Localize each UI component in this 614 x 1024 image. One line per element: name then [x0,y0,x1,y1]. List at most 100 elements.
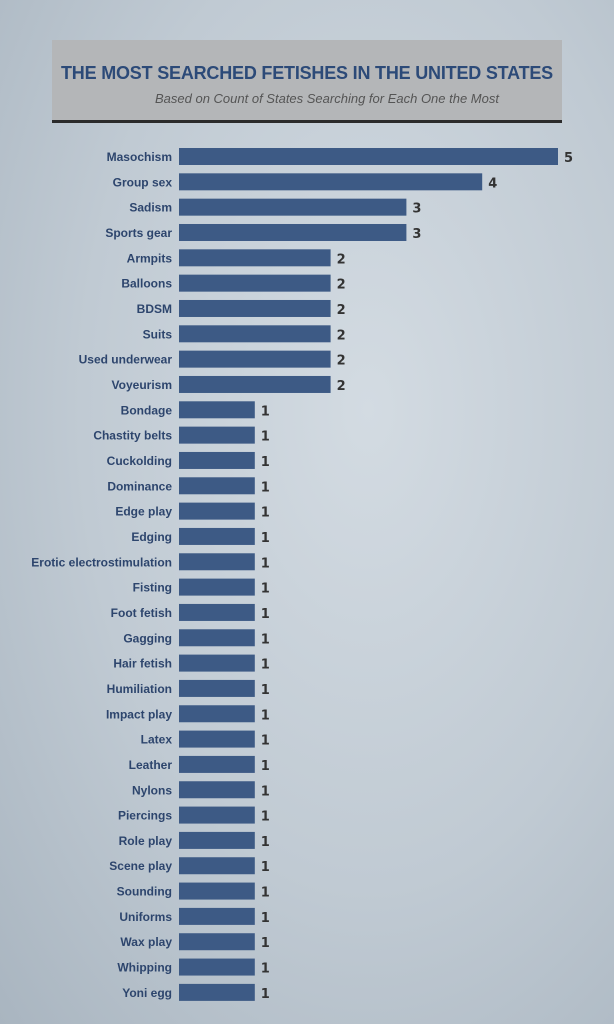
value-label: 3 [412,227,421,242]
category-label: Role play [119,834,173,848]
category-label: Nylons [132,783,172,797]
value-label: 1 [261,886,270,901]
value-label: 1 [261,480,270,495]
category-label: Uniforms [119,910,172,924]
value-label: 2 [337,252,346,267]
category-label: Balloons [121,277,172,291]
bar [179,705,255,723]
category-label: Piercings [118,809,172,823]
bar [179,857,255,875]
bar [179,882,255,900]
bar [179,933,255,951]
value-label: 3 [412,202,421,217]
bar [179,274,331,292]
category-label: Chastity belts [93,429,172,443]
value-label: 1 [261,430,270,445]
value-label: 1 [261,632,270,647]
value-label: 2 [337,328,346,343]
category-label: Gagging [123,631,172,645]
bar [179,983,255,1001]
bar [179,806,255,824]
bar [179,451,255,469]
value-label: 4 [488,176,497,191]
value-label: 1 [261,455,270,470]
title-banner [52,40,562,120]
bar [179,223,407,241]
value-label: 1 [261,835,270,850]
category-label: Erotic electrostimulation [31,555,172,569]
value-label: 1 [261,607,270,622]
category-label: Sports gear [105,226,172,240]
category-label: Dominance [107,479,172,493]
bar [179,958,255,976]
value-label: 1 [261,582,270,597]
value-label: 1 [261,683,270,698]
category-label: Armpits [127,251,173,265]
category-label: Whipping [117,961,172,975]
bar [179,629,255,647]
category-label: Bondage [121,403,173,417]
bar [179,299,331,317]
bar [179,198,407,216]
value-label: 1 [261,531,270,546]
value-label: 2 [337,278,346,293]
category-label: Sadism [129,201,172,215]
title-divider [52,120,562,123]
category-label: Edge play [115,505,172,519]
category-label: Sounding [117,885,172,899]
bar [179,173,483,191]
bar [179,553,255,571]
category-label: Suits [143,327,173,341]
value-label: 1 [261,556,270,571]
bar [179,148,558,165]
bar [179,603,255,621]
category-label: Humiliation [107,682,172,696]
category-label: Foot fetish [111,606,172,620]
value-label: 1 [261,860,270,875]
bar [179,831,255,849]
value-label: 1 [261,962,270,977]
bar [179,350,331,368]
value-label: 1 [261,911,270,926]
category-label: Group sex [113,175,173,189]
value-label: 1 [261,810,270,825]
category-label: Edging [131,530,172,544]
bar [179,654,255,672]
category-label: Latex [141,733,173,747]
value-label: 1 [261,658,270,673]
bar [179,781,255,799]
category-label: Hair fetish [113,657,172,671]
value-label: 5 [564,151,573,166]
value-label: 2 [337,379,346,394]
bar [179,502,255,520]
category-label: Voyeurism [112,378,172,392]
category-label: Used underwear [79,353,173,367]
bar [179,907,255,925]
bar [179,477,255,495]
category-label: Masochism [107,150,172,164]
category-label: Scene play [109,859,172,873]
value-label: 1 [261,734,270,749]
category-label: Fisting [133,581,172,595]
bar [179,426,255,444]
value-label: 1 [261,936,270,951]
category-label: Yoni egg [122,986,172,1000]
category-label: Wax play [120,935,172,949]
chart-title: THE MOST SEARCHED FETISHES IN THE UNITED… [61,63,553,83]
category-label: Impact play [106,707,172,721]
value-label: 1 [261,708,270,723]
value-label: 2 [337,303,346,318]
bar [179,730,255,748]
bar [179,325,331,343]
bar [179,679,255,697]
bar [179,375,331,393]
bar [179,401,255,419]
value-label: 1 [261,784,270,799]
category-label: Cuckolding [107,454,172,468]
value-label: 1 [261,987,270,1002]
category-label: Leather [129,758,173,772]
bar [179,578,255,596]
value-label: 2 [337,354,346,369]
bar [179,755,255,773]
